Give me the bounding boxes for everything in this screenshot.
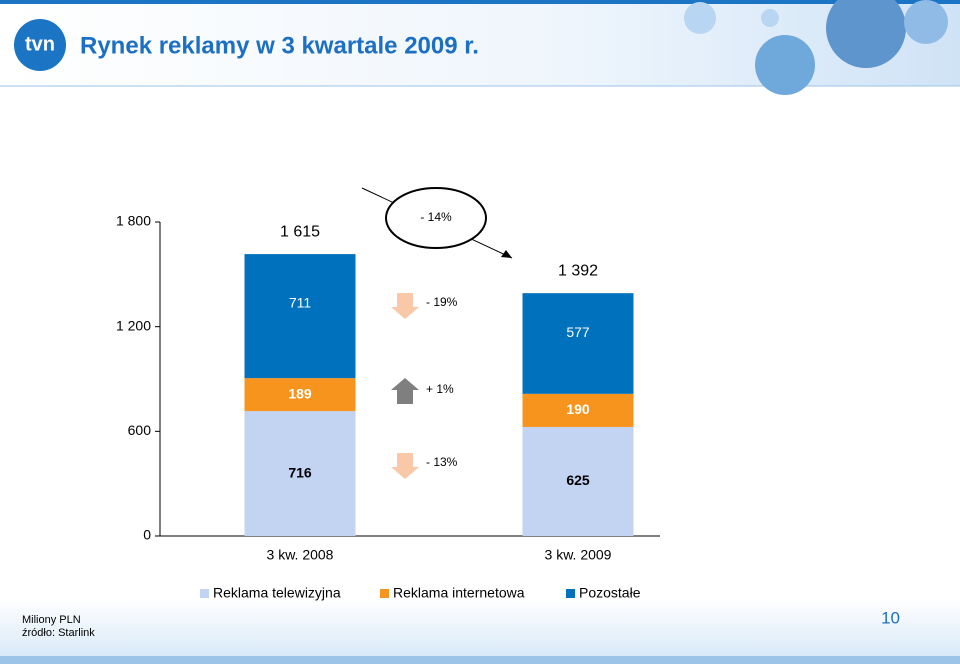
y-tick-label: 0 <box>143 527 151 543</box>
change-circle <box>385 187 487 249</box>
data-label: 716 <box>288 464 312 480</box>
y-tick-label: 1 800 <box>116 213 151 229</box>
legend-swatch <box>380 589 389 598</box>
change-label: - 13% <box>426 455 458 469</box>
header-stripe <box>0 0 960 4</box>
legend-label: Reklama telewizyjna <box>213 585 341 601</box>
bar-segment <box>522 426 634 536</box>
bar-segment <box>522 393 634 427</box>
y-tick-label: 600 <box>128 422 152 438</box>
decor-photo <box>755 35 815 95</box>
chart: 0 600 1 200 1 800 716 189 711 3 kw. 2008 1 615 62… <box>116 187 660 601</box>
footer-band <box>0 600 960 664</box>
data-label: 577 <box>566 324 590 340</box>
change-label: - 14% <box>420 210 452 224</box>
decor-photo <box>826 0 906 68</box>
source-note: źródło: Starlink <box>22 627 95 639</box>
data-label: 711 <box>289 294 312 310</box>
page-number: 10 <box>881 608 900 627</box>
change-label: - 19% <box>426 295 458 309</box>
change-label: + 1% <box>426 382 454 396</box>
down-arrow <box>391 453 419 479</box>
total-label: 1 392 <box>558 262 598 279</box>
bar-segment <box>522 293 634 394</box>
unit-note: Miliony PLN <box>22 614 81 626</box>
bar-segment <box>244 254 356 379</box>
legend-label: Reklama internetowa <box>393 585 525 601</box>
data-label: 190 <box>566 401 590 417</box>
bar-segment <box>244 378 356 412</box>
data-label: 625 <box>566 472 590 488</box>
up-arrow <box>391 378 419 404</box>
bar-segment <box>244 411 356 536</box>
total-label: 1 615 <box>280 223 320 240</box>
footer-stripe <box>0 656 960 664</box>
decor <box>761 9 779 27</box>
slide-title: Rynek reklamy w 3 kwartale 2009 r. <box>80 32 479 59</box>
legend-label: Pozostałe <box>579 585 641 601</box>
trend-arrowhead <box>501 250 512 258</box>
down-arrow <box>391 293 419 319</box>
decor <box>684 2 716 34</box>
data-label: 189 <box>288 385 312 401</box>
x-tick-label: 3 kw. 2008 <box>267 547 334 563</box>
logo <box>14 19 66 71</box>
decor-photo <box>904 0 948 44</box>
y-tick-label: 1 200 <box>116 317 151 333</box>
logo-text: tvn <box>25 33 55 55</box>
legend-swatch <box>200 589 209 598</box>
x-tick-label: 3 kw. 2009 <box>545 547 612 563</box>
legend-swatch <box>566 589 575 598</box>
